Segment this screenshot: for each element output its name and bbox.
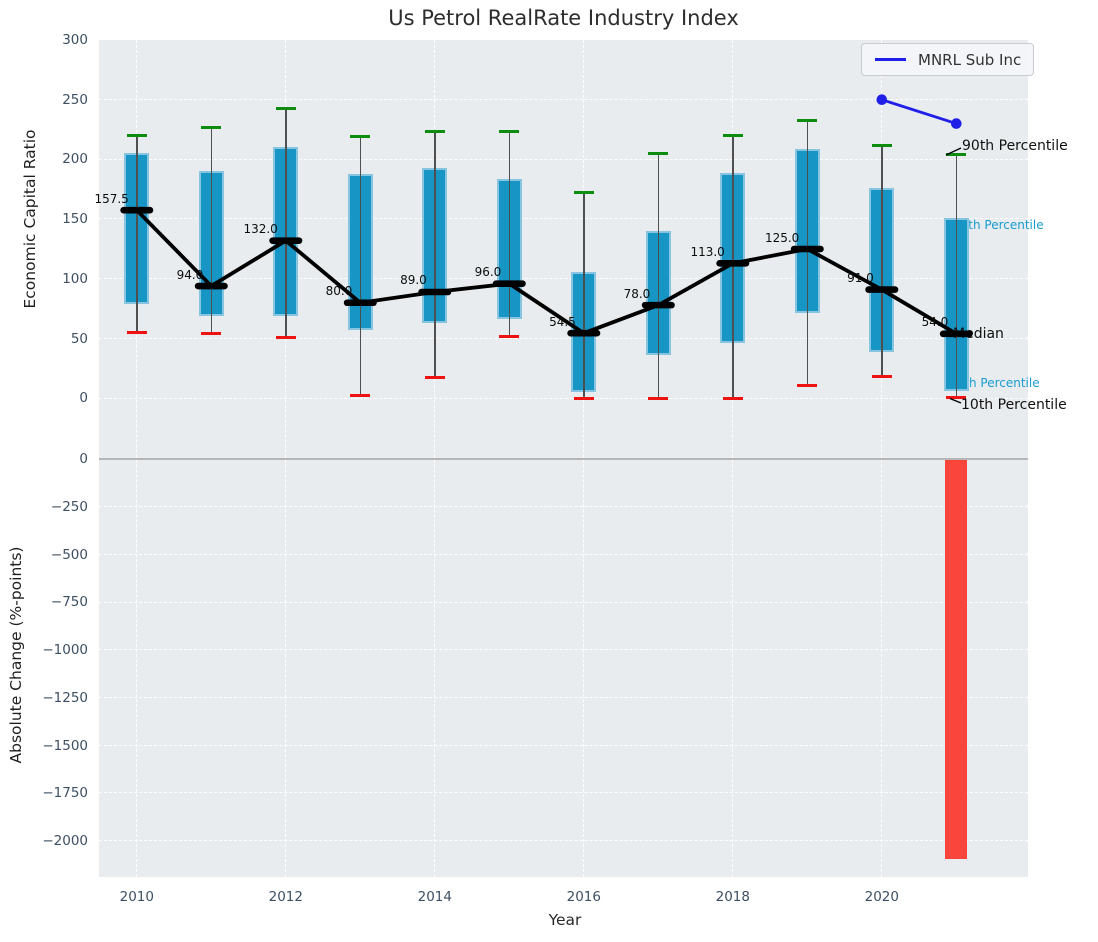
bottom-y-tick-label: 0 bbox=[36, 451, 88, 467]
whisker-line bbox=[509, 132, 511, 336]
top-h-gridline bbox=[99, 398, 1028, 399]
median-value-label: 78.0 bbox=[624, 288, 651, 301]
bottom-y-tick-label: −1500 bbox=[36, 738, 88, 754]
p10-cap bbox=[723, 397, 743, 400]
top-y-tick-label: 0 bbox=[36, 390, 88, 406]
p10-cap bbox=[648, 397, 668, 400]
top-y-tick-label: 300 bbox=[36, 32, 88, 48]
median-value-label: 80.0 bbox=[326, 285, 353, 298]
top-y-tick-label: 100 bbox=[36, 271, 88, 287]
top-y-tick-label: 250 bbox=[36, 92, 88, 108]
x-tick-label: 2014 bbox=[403, 889, 467, 905]
bottom-h-gridline bbox=[99, 602, 1028, 603]
p90-cap bbox=[127, 134, 147, 137]
p10-cap bbox=[425, 376, 445, 379]
whisker-line bbox=[434, 132, 436, 378]
bottom-y-tick-label: −250 bbox=[36, 499, 88, 515]
top-y-tick-label: 200 bbox=[36, 151, 88, 167]
p10-cap bbox=[276, 336, 296, 339]
x-tick-label: 2020 bbox=[850, 889, 914, 905]
bottom-h-gridline bbox=[99, 649, 1028, 650]
median-value-label: 54.5 bbox=[549, 316, 576, 329]
figure: Us Petrol RealRate Industry Index Econom… bbox=[0, 0, 1098, 942]
p90-cap bbox=[499, 130, 519, 133]
p10-cap bbox=[574, 397, 594, 400]
bottom-y-tick-label: −1000 bbox=[36, 642, 88, 658]
whisker-line bbox=[881, 145, 883, 377]
legend: MNRL Sub Inc bbox=[861, 43, 1034, 76]
p90-cap bbox=[797, 119, 817, 122]
p90-cap bbox=[350, 135, 370, 138]
p10-cap bbox=[872, 375, 892, 378]
whisker-line bbox=[658, 153, 660, 398]
whisker-line bbox=[360, 137, 362, 396]
bottom-y-tick-label: −500 bbox=[36, 547, 88, 563]
median-value-label: 113.0 bbox=[690, 246, 724, 259]
bottom-h-gridline bbox=[99, 697, 1028, 698]
bottom-y-tick-label: −1750 bbox=[36, 785, 88, 801]
p90-cap bbox=[425, 130, 445, 133]
bottom-y-tick-label: −750 bbox=[36, 594, 88, 610]
zero-baseline bbox=[99, 458, 1028, 460]
p10-cap bbox=[127, 331, 147, 334]
whisker-line bbox=[136, 136, 138, 333]
top-h-gridline bbox=[99, 39, 1028, 40]
annotation-90th-percentile: 90th Percentile bbox=[962, 138, 1068, 154]
p10-cap bbox=[499, 335, 519, 338]
bottom-h-gridline bbox=[99, 506, 1028, 507]
top-h-gridline bbox=[99, 99, 1028, 100]
x-axis-label: Year bbox=[505, 911, 625, 929]
top-y-tick-label: 150 bbox=[36, 211, 88, 227]
whisker-line bbox=[956, 155, 958, 397]
whisker-line bbox=[583, 193, 585, 398]
bottom-h-gridline bbox=[99, 792, 1028, 793]
bottom-y-axis-label: Absolute Change (%-points) bbox=[6, 485, 26, 825]
median-value-label: 54.0 bbox=[922, 316, 949, 329]
bottom-y-tick-label: −1250 bbox=[36, 690, 88, 706]
p10-cap bbox=[350, 394, 370, 397]
x-tick-label: 2012 bbox=[254, 889, 318, 905]
p90-cap bbox=[723, 134, 743, 137]
p90-cap bbox=[276, 107, 296, 110]
p90-cap bbox=[872, 144, 892, 147]
p90-cap bbox=[201, 126, 221, 129]
p10-cap bbox=[201, 332, 221, 335]
median-value-label: 125.0 bbox=[765, 232, 799, 245]
whisker-line bbox=[732, 136, 734, 399]
p10-cap bbox=[797, 384, 817, 387]
median-value-label: 96.0 bbox=[475, 266, 502, 279]
x-tick-label: 2016 bbox=[552, 889, 616, 905]
bottom-y-tick-label: −2000 bbox=[36, 833, 88, 849]
legend-label: MNRL Sub Inc bbox=[918, 51, 1021, 69]
legend-line-sample bbox=[875, 58, 906, 61]
chart-title: Us Petrol RealRate Industry Index bbox=[99, 6, 1028, 30]
bottom-h-gridline bbox=[99, 840, 1028, 841]
whisker-line bbox=[807, 120, 809, 385]
whisker-line bbox=[285, 108, 287, 337]
median-value-label: 157.5 bbox=[94, 193, 128, 206]
p90-cap bbox=[648, 152, 668, 155]
top-y-tick-label: 50 bbox=[36, 331, 88, 347]
whisker-line bbox=[211, 127, 213, 334]
median-value-label: 132.0 bbox=[243, 223, 277, 236]
median-value-label: 94.0 bbox=[177, 269, 204, 282]
p90-cap bbox=[574, 191, 594, 194]
bottom-h-gridline bbox=[99, 554, 1028, 555]
bottom-h-gridline bbox=[99, 745, 1028, 746]
annotation-10th-percentile: 10th Percentile bbox=[961, 397, 1067, 413]
absolute-change-bar bbox=[945, 460, 967, 859]
top-h-gridline bbox=[99, 159, 1028, 160]
median-value-label: 91.0 bbox=[847, 272, 874, 285]
x-tick-label: 2018 bbox=[701, 889, 765, 905]
top-y-axis-label: Economic Capital Ratio bbox=[20, 49, 40, 389]
x-tick-label: 2010 bbox=[105, 889, 169, 905]
median-value-label: 89.0 bbox=[400, 274, 427, 287]
annotation-median: Median bbox=[953, 326, 1004, 342]
